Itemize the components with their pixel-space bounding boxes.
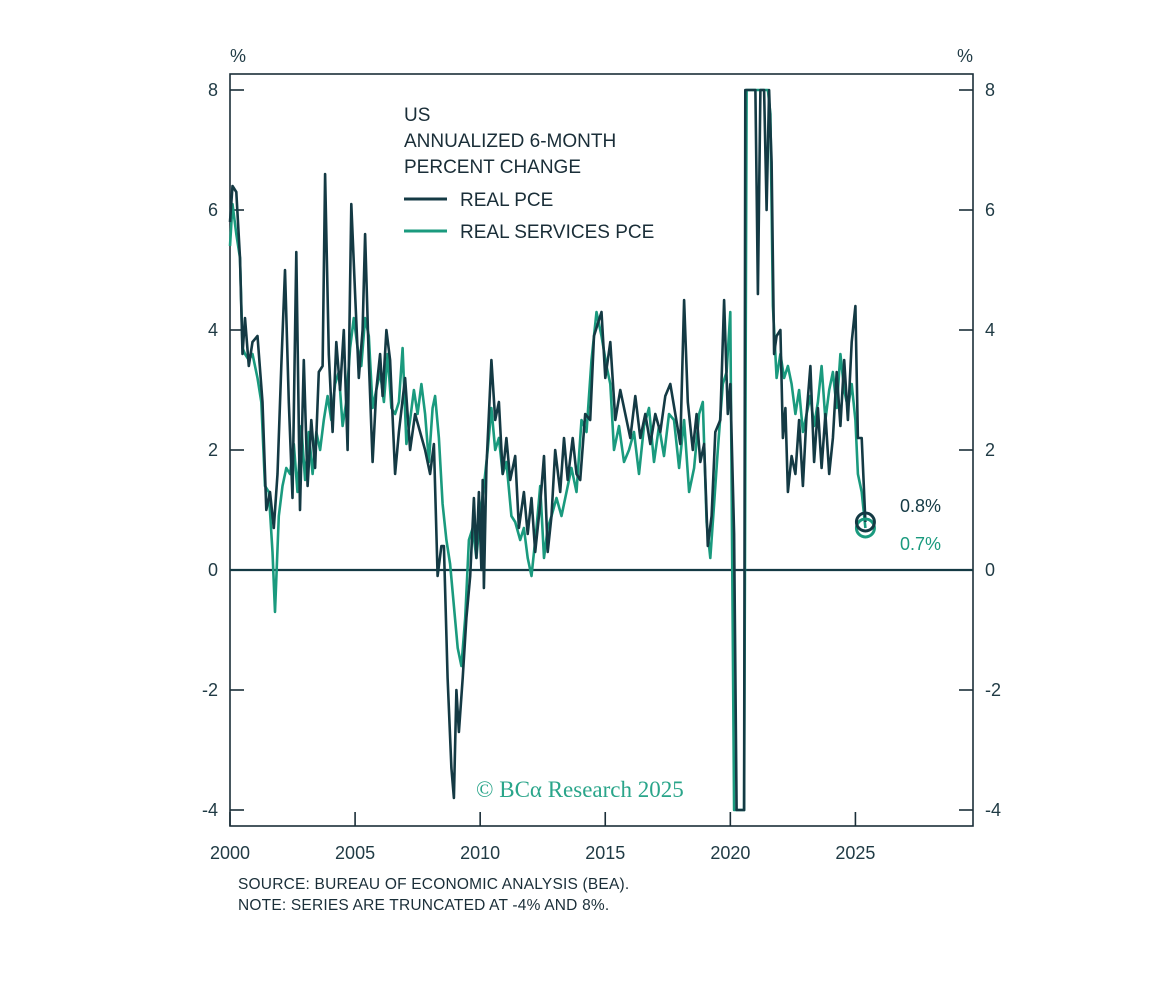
copyright-watermark: © BCα Research 2025 [476, 777, 684, 802]
legend: US ANNUALIZED 6-MONTH PERCENT CHANGE REA… [404, 105, 654, 243]
y-tick-label-right: 4 [985, 320, 995, 340]
x-tick-label: 2025 [835, 843, 875, 863]
y-axis-unit-right: % [957, 46, 973, 66]
y-tick-label-right: 0 [985, 560, 995, 580]
end-label-real-services-pce: 0.7% [900, 534, 941, 554]
y-tick-label-right: -4 [985, 800, 1001, 820]
y-tick-label-right: -2 [985, 680, 1001, 700]
source-note: SOURCE: BUREAU OF ECONOMIC ANALYSIS (BEA… [238, 876, 630, 893]
y-tick-label-left: 8 [208, 80, 218, 100]
series-lines [228, 88, 867, 812]
y-tick-label-left: 2 [208, 440, 218, 460]
y-tick-label-right: 2 [985, 440, 995, 460]
y-tick-label-right: 6 [985, 200, 995, 220]
chart-notes: SOURCE: BUREAU OF ECONOMIC ANALYSIS (BEA… [238, 874, 629, 916]
end-marker-real-pce [854, 511, 876, 533]
chart-title-line-2: ANNUALIZED 6-MONTH [404, 131, 616, 152]
truncation-note: NOTE: SERIES ARE TRUNCATED AT -4% AND 8%… [238, 897, 610, 914]
y-tick-label-left: -2 [202, 680, 218, 700]
y-tick-label-left: 0 [208, 560, 218, 580]
y-axis-unit-left: % [230, 46, 246, 66]
x-tick-label: 2020 [710, 843, 750, 863]
x-tick-label: 2015 [585, 843, 625, 863]
chart-title-line-1: US [404, 105, 430, 126]
end-label-real-pce: 0.8% [900, 496, 941, 516]
y-tick-label-right: 8 [985, 80, 995, 100]
series-line-real-pce [228, 88, 867, 812]
y-tick-label-left: 4 [208, 320, 218, 340]
x-axis: 2000 2005 2010 2015 2020 2025 [210, 812, 875, 863]
end-marker-real-services-pce [854, 517, 876, 539]
x-tick-label: 2000 [210, 843, 250, 863]
x-tick-label: 2005 [335, 843, 375, 863]
legend-label-real-services-pce: REAL SERVICES PCE [460, 222, 654, 243]
y-axis-left: 8 6 4 2 0 -2 -4 [202, 80, 244, 820]
y-axis-right: 8 6 4 2 0 -2 -4 [959, 80, 1001, 820]
legend-label-real-pce: REAL PCE [460, 190, 553, 211]
y-tick-label-left: -4 [202, 800, 218, 820]
y-tick-label-left: 6 [208, 200, 218, 220]
x-tick-label: 2010 [460, 843, 500, 863]
chart-title-line-3: PERCENT CHANGE [404, 157, 581, 178]
